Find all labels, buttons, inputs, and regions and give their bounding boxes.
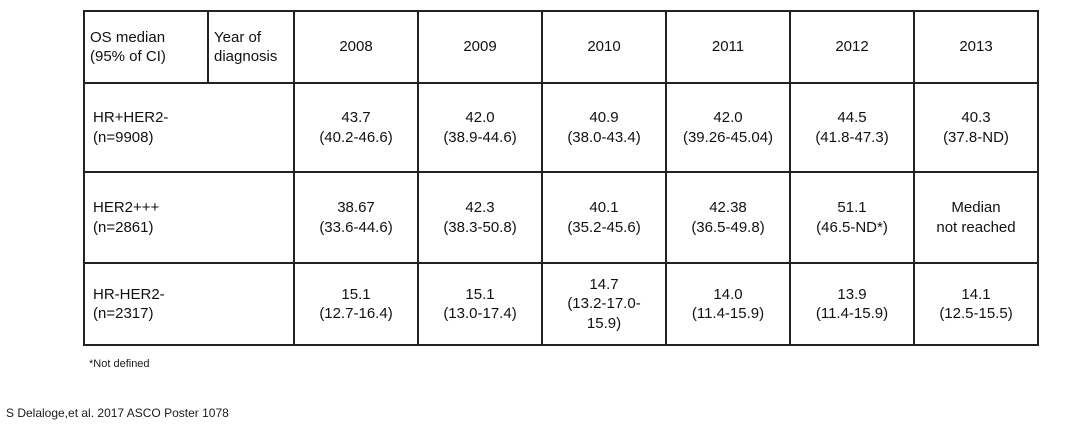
table-row-her2-pos: HER2+++ (n=2861) 38.67 (33.6-44.6) 42.3 … (83, 171, 1039, 264)
os-cell-tnbc-2010: 14.7 (13.2-17.0- 15.9) (541, 262, 667, 346)
os-cell-her2pos-2008: 38.67 (33.6-44.6) (293, 171, 419, 264)
os-cell-her2pos-2009: 42.3 (38.3-50.8) (417, 171, 543, 264)
header-os-median: OS median (95% of CI) (83, 10, 209, 84)
table-row-hr-pos-her2-neg: HR+HER2- (n=9908) 43.7 (40.2-46.6) 42.0 … (83, 82, 1039, 173)
table-header-row: OS median (95% of CI) Year of diagnosis … (83, 10, 1039, 84)
row-label-hr-pos-her2-neg: HR+HER2- (n=9908) (83, 82, 295, 173)
table-row-hr-neg-her2-neg: HR-HER2- (n=2317) 15.1 (12.7-16.4) 15.1 … (83, 262, 1039, 346)
os-cell-hrpos-2013: 40.3 (37.8-ND) (913, 82, 1039, 173)
header-year-2013: 2013 (913, 10, 1039, 84)
header-year-2011: 2011 (665, 10, 791, 84)
os-cell-tnbc-2013: 14.1 (12.5-15.5) (913, 262, 1039, 346)
os-cell-her2pos-2010: 40.1 (35.2-45.6) (541, 171, 667, 264)
os-median-table: OS median (95% of CI) Year of diagnosis … (83, 10, 1039, 346)
os-cell-tnbc-2012: 13.9 (11.4-15.9) (789, 262, 915, 346)
os-cell-hrpos-2010: 40.9 (38.0-43.4) (541, 82, 667, 173)
os-cell-tnbc-2008: 15.1 (12.7-16.4) (293, 262, 419, 346)
row-label-her2-pos: HER2+++ (n=2861) (83, 171, 295, 264)
os-cell-her2pos-2011: 42.38 (36.5-49.8) (665, 171, 791, 264)
os-cell-tnbc-2011: 14.0 (11.4-15.9) (665, 262, 791, 346)
row-label-hr-neg-her2-neg: HR-HER2- (n=2317) (83, 262, 295, 346)
footnote-not-defined: *Not defined (89, 358, 150, 370)
os-cell-hrpos-2012: 44.5 (41.8-47.3) (789, 82, 915, 173)
header-year-2012: 2012 (789, 10, 915, 84)
os-cell-hrpos-2009: 42.0 (38.9-44.6) (417, 82, 543, 173)
os-cell-her2pos-2013: Median not reached (913, 171, 1039, 264)
header-year-of-diagnosis: Year of diagnosis (207, 10, 295, 84)
os-cell-hrpos-2008: 43.7 (40.2-46.6) (293, 82, 419, 173)
header-year-2010: 2010 (541, 10, 667, 84)
os-cell-hrpos-2011: 42.0 (39.26-45.04) (665, 82, 791, 173)
os-cell-tnbc-2009: 15.1 (13.0-17.4) (417, 262, 543, 346)
os-cell-her2pos-2012: 51.1 (46.5-ND*) (789, 171, 915, 264)
header-year-2009: 2009 (417, 10, 543, 84)
header-year-2008: 2008 (293, 10, 419, 84)
citation-source: S Delaloge,et al. 2017 ASCO Poster 1078 (6, 406, 229, 420)
